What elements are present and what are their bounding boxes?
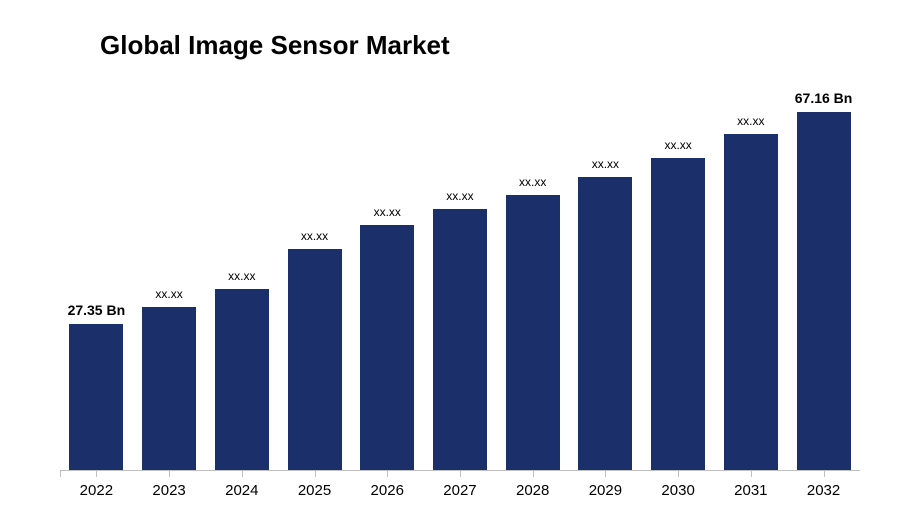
bar-value-label: xx.xx [519,175,546,189]
x-axis-tick [533,471,534,477]
x-axis-tick [242,471,243,477]
x-axis-label: 2026 [351,482,423,499]
x-axis-label: 2023 [133,482,205,499]
bar-col: 27.35 Bn [60,302,132,470]
x-axis-label: 2032 [788,482,860,499]
bar-value-label: xx.xx [446,189,473,203]
x-axis-tick [678,471,679,477]
x-axis-tick [824,471,825,477]
bar-value-label: xx.xx [737,114,764,128]
bar [797,112,851,470]
x-axis-tick [387,471,388,477]
x-axis-tick [605,471,606,477]
bar [69,324,123,470]
x-axis-label: 2030 [642,482,714,499]
x-axis-label: 2031 [715,482,787,499]
bar-col: xx.xx [569,157,641,470]
bar-col: xx.xx [642,138,714,470]
bar-col: xx.xx [206,269,278,470]
bar-value-label: 27.35 Bn [68,302,126,318]
bar [724,134,778,470]
bar-col: xx.xx [497,175,569,470]
x-axis-tick [96,471,97,477]
bar [142,307,196,470]
bar [433,209,487,470]
bar [651,158,705,470]
x-axis-tick [460,471,461,477]
plot-area: 27.35 Bn xx.xx xx.xx xx.xx xx.xx xx.xx xx.xx xx… [60,71,860,471]
bar-value-label: xx.xx [592,157,619,171]
x-axis-label: 2027 [424,482,496,499]
bar [506,195,560,470]
x-axis-label: 2025 [279,482,351,499]
x-axis-tick [315,471,316,477]
bar-col: xx.xx [133,287,205,470]
x-axis-label: 2024 [206,482,278,499]
x-axis-tick [60,471,61,477]
bars-group: 27.35 Bn xx.xx xx.xx xx.xx xx.xx xx.xx xx.xx xx… [60,70,860,470]
bar [578,177,632,470]
bar-col: xx.xx [279,229,351,470]
bar [360,225,414,470]
bar-col: xx.xx [424,189,496,470]
bar-value-label: xx.xx [228,269,255,283]
bar-col: xx.xx [715,114,787,470]
x-axis-labels: 2022202320242025202620272028202920302031… [60,482,860,499]
bar-value-label: xx.xx [155,287,182,301]
chart-container: Global Image Sensor Market 27.35 Bn xx.xx… [0,0,900,525]
bar-value-label: 67.16 Bn [795,90,853,106]
bar-col: xx.xx [351,205,423,470]
bar-value-label: xx.xx [374,205,401,219]
bar [215,289,269,470]
chart-title: Global Image Sensor Market [100,30,860,61]
bar-value-label: xx.xx [301,229,328,243]
x-axis-label: 2022 [60,482,132,499]
bar-col: 67.16 Bn [788,90,860,470]
x-axis-tick [169,471,170,477]
x-axis-label: 2029 [569,482,641,499]
bar-value-label: xx.xx [664,138,691,152]
x-axis-tick [751,471,752,477]
x-axis-label: 2028 [497,482,569,499]
bar [288,249,342,470]
